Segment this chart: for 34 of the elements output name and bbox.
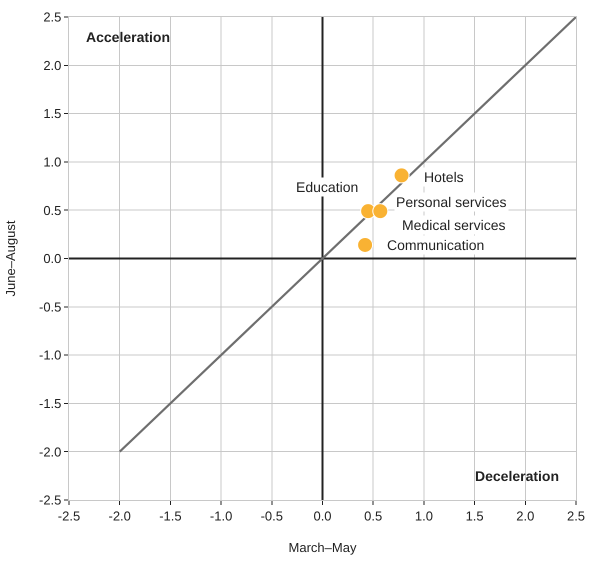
annotation: Medical services bbox=[402, 217, 506, 233]
x-tick-label: 1.5 bbox=[466, 508, 484, 524]
y-tick-label: -2.5 bbox=[38, 492, 62, 508]
y-tick-label: 0.5 bbox=[43, 202, 62, 218]
y-tick-label: -1.5 bbox=[38, 396, 62, 411]
x-tick-label: -2.5 bbox=[58, 508, 80, 524]
y-tick-label: 2.5 bbox=[43, 10, 62, 25]
point bbox=[372, 203, 388, 220]
y-tick-label: 1.0 bbox=[43, 154, 62, 170]
x-tick-label: 1.0 bbox=[414, 508, 433, 524]
x-tick-label: -2.0 bbox=[108, 508, 131, 524]
point bbox=[394, 167, 410, 184]
annotation: Hotels bbox=[424, 169, 464, 185]
x-tick-label: -0.5 bbox=[260, 508, 284, 524]
y-tick-label: 1.5 bbox=[43, 106, 62, 122]
annotation: Education bbox=[296, 179, 358, 195]
x-tick-label: 0.0 bbox=[313, 508, 332, 524]
y-tick-label: 0.0 bbox=[43, 251, 62, 266]
y-tick-label: -1.0 bbox=[38, 348, 62, 363]
y-tick-label: -0.5 bbox=[38, 299, 62, 314]
annotation: Acceleration bbox=[86, 29, 170, 45]
x-tick-label: 2.0 bbox=[516, 508, 534, 524]
y-tick-label: 2.0 bbox=[43, 58, 62, 73]
annotation: Deceleration bbox=[475, 468, 560, 484]
annotation: Communication bbox=[387, 237, 484, 253]
x-tick-label: -1.0 bbox=[210, 508, 232, 524]
x-axis-title: March–May bbox=[288, 540, 357, 556]
y-tick-label: -2.0 bbox=[38, 444, 62, 460]
annotation: Personal services bbox=[396, 194, 506, 210]
x-tick-label: -1.5 bbox=[159, 508, 182, 524]
x-tick-label: 2.5 bbox=[566, 508, 586, 524]
point bbox=[357, 236, 374, 253]
x-tick-label: 0.5 bbox=[364, 508, 382, 524]
y-axis-title: June–August bbox=[2, 220, 18, 296]
